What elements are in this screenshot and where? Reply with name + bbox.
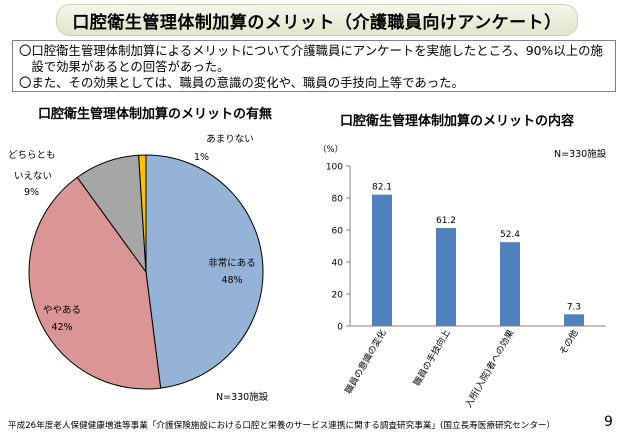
page-number: 9 xyxy=(604,414,613,430)
summary-text: また、その効果としては、職員の意識の変化や、職員の手技向上等であった。 xyxy=(31,75,464,90)
pie-slice xyxy=(28,176,162,390)
pie-sample-note: N=330施設 xyxy=(216,392,269,403)
bar-category-label: 入所(入院)者への効果 xyxy=(462,328,516,410)
summary-line: 〇 口腔衛生管理体制加算によるメリットについて介護職員にアンケートを実施したとこ… xyxy=(19,43,609,75)
summary-line: 〇 また、その効果としては、職員の意識の変化や、職員の手技向上等であった。 xyxy=(19,75,609,91)
pie-label-value: 1% xyxy=(194,152,210,163)
bar xyxy=(436,228,456,326)
bar-sample-note: N=330施設 xyxy=(554,149,607,160)
bar-y-tick-label: 0 xyxy=(337,323,343,333)
bar-data-label: 61.2 xyxy=(436,216,456,226)
pie-slice xyxy=(138,154,147,273)
summary-box: 〇 口腔衛生管理体制加算によるメリットについて介護職員にアンケートを実施したとこ… xyxy=(12,40,616,92)
summary-bullet: 〇 xyxy=(19,75,32,90)
bar-data-label: 52.4 xyxy=(500,230,520,240)
pie-label-name: ややある xyxy=(42,305,81,316)
pie-chart-title: 口腔衛生管理体制加算のメリットの有無 xyxy=(38,107,273,122)
summary-text: 口腔衛生管理体制加算によるメリットについて介護職員にアンケートを実施したところ、… xyxy=(31,43,603,74)
bar-chart-title: 口腔衛生管理体制加算のメリットの内容 xyxy=(340,114,575,129)
bar-category-label: 職員の手技向上 xyxy=(411,328,453,389)
bar-data-label: 7.3 xyxy=(567,302,581,312)
pie-label-name: あまりない xyxy=(206,134,254,145)
pie-label-value: 42% xyxy=(51,322,73,333)
bar-data-label: 82.1 xyxy=(372,183,392,193)
pie-label-name: 非常にある xyxy=(208,258,256,269)
bar-y-tick-label: 40 xyxy=(332,259,344,269)
bar xyxy=(564,314,584,326)
page-title: 口腔衛生管理体制加算のメリット（介護職員向けアンケート） xyxy=(72,12,562,33)
page-title-bar: 口腔衛生管理体制加算のメリット（介護職員向けアンケート） xyxy=(56,4,578,36)
bar-y-unit: （%） xyxy=(318,145,344,155)
bar-y-tick-label: 20 xyxy=(332,291,344,301)
bar-category-label: その他 xyxy=(557,328,581,357)
bar-y-tick-label: 80 xyxy=(332,195,344,205)
bar-category-label: 職員の意識の変化 xyxy=(342,328,388,396)
pie-label-name: いえない xyxy=(14,171,53,182)
bar-y-tick-label: 100 xyxy=(326,163,343,173)
pie-slice xyxy=(145,154,264,389)
source-footer: 平成26年度老人保健健康増進等事業「介護保険施設における口腔と栄養のサービス連携… xyxy=(8,421,556,431)
pie-label-value: 48% xyxy=(221,275,243,286)
summary-bullet: 〇 xyxy=(19,43,32,58)
bar xyxy=(372,194,392,326)
pie-label-value: 9% xyxy=(24,187,40,198)
pie-label-name: どちらとも xyxy=(8,150,56,161)
bar xyxy=(500,242,520,326)
bar-y-tick-label: 60 xyxy=(332,227,344,237)
